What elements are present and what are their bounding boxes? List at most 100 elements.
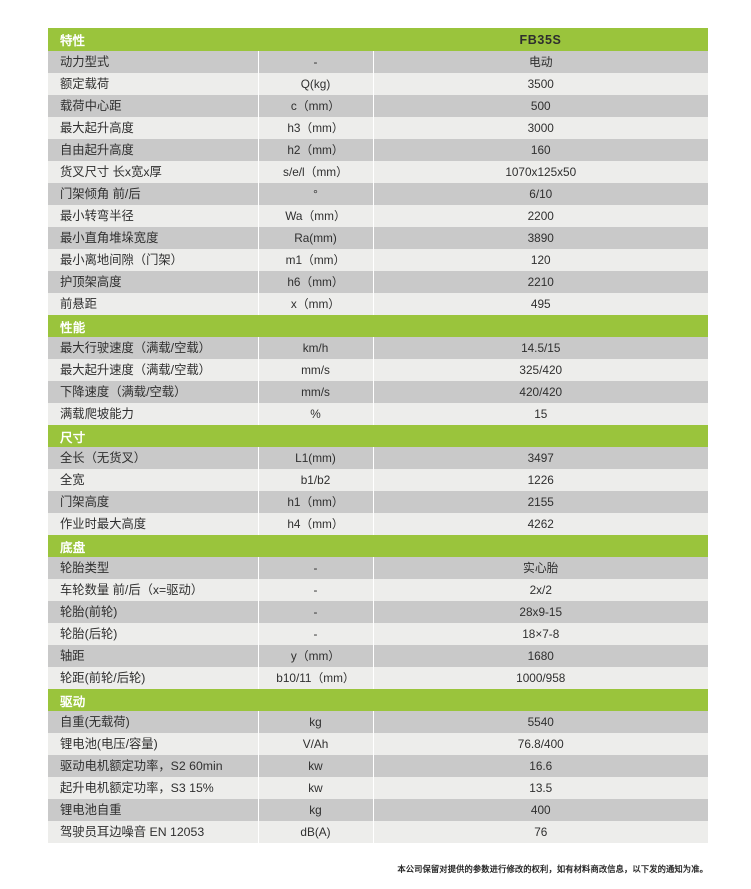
cell-parameter-value: 2x/2 — [372, 579, 708, 601]
table-row: 轮胎(前轮) -28x9-15 — [48, 601, 708, 623]
cell-parameter-value: 4262 — [372, 513, 708, 535]
cell-parameter-symbol: L1(mm) — [257, 447, 374, 469]
cell-parameter-value: 15 — [372, 403, 708, 425]
cell-parameter-value: 76 — [372, 821, 708, 843]
cell-parameter-symbol: Q(kg) — [257, 73, 374, 95]
table-row: 额定载荷 Q(kg) 3500 — [48, 73, 708, 95]
cell-parameter-value: 420/420 — [372, 381, 708, 403]
cell-parameter-value: 6/10 — [372, 183, 708, 205]
cell-parameter-symbol: h3（mm） — [257, 117, 374, 139]
cell-parameter-symbol: h4（mm） — [257, 513, 374, 535]
cell-parameter-value: 2200 — [372, 205, 708, 227]
table-section-row: 尺寸 — [48, 425, 708, 447]
cell-parameter-symbol: - — [257, 601, 374, 623]
cell-parameter-value: 495 — [372, 293, 708, 315]
cell-parameter-value: 18×7-8 — [372, 623, 708, 645]
table-section-row: 底盘 — [48, 535, 708, 557]
header-cell-model: FB35S — [373, 28, 708, 51]
table-body: 动力型式 - 电动 额定载荷 Q(kg) 3500 载荷中心距 c（mm） 500 最大起升高度 h… — [48, 51, 708, 843]
cell-parameter-name: 最大起升高度 — [48, 117, 259, 139]
table-row: 动力型式 - 电动 — [48, 51, 708, 73]
footer-disclaimer: 本公司保留对提供的参数进行修改的权利，如有材料商改信息，以下发的通知为准。 — [397, 864, 708, 874]
cell-parameter-name: 额定载荷 — [48, 73, 259, 95]
table-row: 轮胎(后轮) -18×7-8 — [48, 623, 708, 645]
table-row: 最小直角堆垛宽度 Ra(mm) 3890 — [48, 227, 708, 249]
table-row: 最大起升速度（满载/空载） mm/s 325/420 — [48, 359, 708, 381]
cell-parameter-name: 轮胎(后轮) — [48, 623, 259, 645]
cell-parameter-value: 160 — [372, 139, 708, 161]
cell-parameter-name: 最小离地间隙（门架） — [48, 249, 259, 271]
cell-parameter-name: 驾驶员耳边噪音 EN 12053 — [48, 821, 259, 843]
table-row: 最小离地间隙（门架） m1（mm） 120 — [48, 249, 708, 271]
cell-parameter-name: 最大行驶速度（满载/空载） — [48, 337, 259, 359]
cell-parameter-value: 3890 — [372, 227, 708, 249]
table-row: 门架高度 h1（mm） 2155 — [48, 491, 708, 513]
cell-parameter-symbol: - — [257, 579, 374, 601]
cell-parameter-symbol: kg — [257, 799, 374, 821]
cell-parameter-symbol: Ra(mm) — [257, 227, 374, 249]
cell-parameter-name: 货叉尺寸 长x宽x厚 — [48, 161, 259, 183]
cell-parameter-symbol: b1/b2 — [257, 469, 374, 491]
cell-parameter-name: 车轮数量 前/后（x=驱动） — [48, 579, 259, 601]
cell-parameter-name: 满载爬坡能力 — [48, 403, 259, 425]
cell-parameter-name: 最小转弯半径 — [48, 205, 259, 227]
table-section-row: 性能 — [48, 315, 708, 337]
cell-parameter-symbol: dB(A) — [257, 821, 374, 843]
cell-parameter-symbol: x（mm） — [257, 293, 374, 315]
table-row: 驱动电机额定功率，S2 60min kw 16.6 — [48, 755, 708, 777]
table-row: 轮距(前轮/后轮) b10/11（mm） 1000/958 — [48, 667, 708, 689]
table-row: 最大行驶速度（满载/空载） km/h 14.5/15 — [48, 337, 708, 359]
cell-parameter-name: 轴距 — [48, 645, 259, 667]
cell-parameter-name: 载荷中心距 — [48, 95, 259, 117]
cell-parameter-name: 最大起升速度（满载/空载） — [48, 359, 259, 381]
cell-parameter-symbol: mm/s — [257, 359, 374, 381]
cell-parameter-name: 自由起升高度 — [48, 139, 259, 161]
cell-parameter-value: 2155 — [372, 491, 708, 513]
table-row: 满载爬坡能力% 15 — [48, 403, 708, 425]
cell-parameter-value: 76.8/400 — [372, 733, 708, 755]
cell-parameter-symbol: km/h — [257, 337, 374, 359]
table-row: 最大起升高度 h3（mm） 3000 — [48, 117, 708, 139]
section-title: 尺寸 — [48, 425, 708, 447]
cell-parameter-symbol: y（mm） — [257, 645, 374, 667]
cell-parameter-value: 2210 — [372, 271, 708, 293]
cell-parameter-value: 3000 — [372, 117, 708, 139]
table-row: 驾驶员耳边噪音 EN 12053 dB(A) 76 — [48, 821, 708, 843]
cell-parameter-value: 3497 — [372, 447, 708, 469]
cell-parameter-symbol: % — [257, 403, 374, 425]
cell-parameter-value: 16.6 — [372, 755, 708, 777]
table-row: 锂电池(电压/容量) V/Ah 76.8/400 — [48, 733, 708, 755]
cell-parameter-value: 13.5 — [372, 777, 708, 799]
section-title: 底盘 — [48, 535, 708, 557]
cell-parameter-value: 3500 — [372, 73, 708, 95]
cell-parameter-name: 驱动电机额定功率，S2 60min — [48, 755, 259, 777]
cell-parameter-name: 起升电机额定功率，S3 15% — [48, 777, 259, 799]
cell-parameter-symbol: kw — [257, 755, 374, 777]
table-row: 自由起升高度 h2（mm） 160 — [48, 139, 708, 161]
cell-parameter-symbol: - — [257, 557, 374, 579]
table-row: 作业时最大高度 h4（mm） 4262 — [48, 513, 708, 535]
cell-parameter-value: 5540 — [372, 711, 708, 733]
table-row: 门架倾角 前/后 ° 6/10 — [48, 183, 708, 205]
cell-parameter-value: 1226 — [372, 469, 708, 491]
header-cell-feature: 特性 — [48, 28, 258, 51]
table-header-row: 特性 FB35S — [48, 28, 708, 51]
cell-parameter-value: 电动 — [372, 51, 708, 73]
cell-parameter-value: 400 — [372, 799, 708, 821]
cell-parameter-name: 锂电池(电压/容量) — [48, 733, 259, 755]
table-row: 自重(无载荷) kg 5540 — [48, 711, 708, 733]
specification-table: 特性 FB35S 动力型式 - 电动 额定载荷 Q(kg) 3500 载荷中心距 c（mm） 5… — [48, 28, 708, 843]
table-row: 全宽 b1/b2 1226 — [48, 469, 708, 491]
cell-parameter-name: 轮距(前轮/后轮) — [48, 667, 259, 689]
cell-parameter-value: 1680 — [372, 645, 708, 667]
cell-parameter-symbol: h6（mm） — [257, 271, 374, 293]
cell-parameter-symbol: h2（mm） — [257, 139, 374, 161]
cell-parameter-name: 作业时最大高度 — [48, 513, 259, 535]
cell-parameter-symbol: kg — [257, 711, 374, 733]
section-title: 驱动 — [48, 689, 708, 711]
cell-parameter-value: 325/420 — [372, 359, 708, 381]
table-header: 特性 FB35S — [48, 28, 708, 51]
cell-parameter-value: 28x9-15 — [372, 601, 708, 623]
cell-parameter-symbol: mm/s — [257, 381, 374, 403]
table-row: 锂电池自重 kg 400 — [48, 799, 708, 821]
